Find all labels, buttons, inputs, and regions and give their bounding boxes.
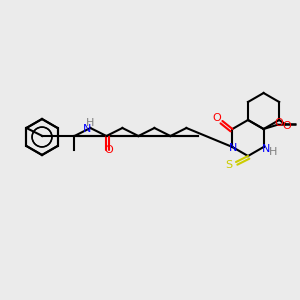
Text: O: O xyxy=(104,145,113,155)
Text: N: N xyxy=(261,144,270,154)
Text: O: O xyxy=(274,118,283,128)
Text: N: N xyxy=(229,143,238,153)
Text: O: O xyxy=(282,121,291,131)
Text: S: S xyxy=(225,160,233,170)
Text: O: O xyxy=(212,113,221,123)
Text: N: N xyxy=(83,124,92,134)
Text: H: H xyxy=(86,118,94,128)
Text: H: H xyxy=(268,147,277,157)
